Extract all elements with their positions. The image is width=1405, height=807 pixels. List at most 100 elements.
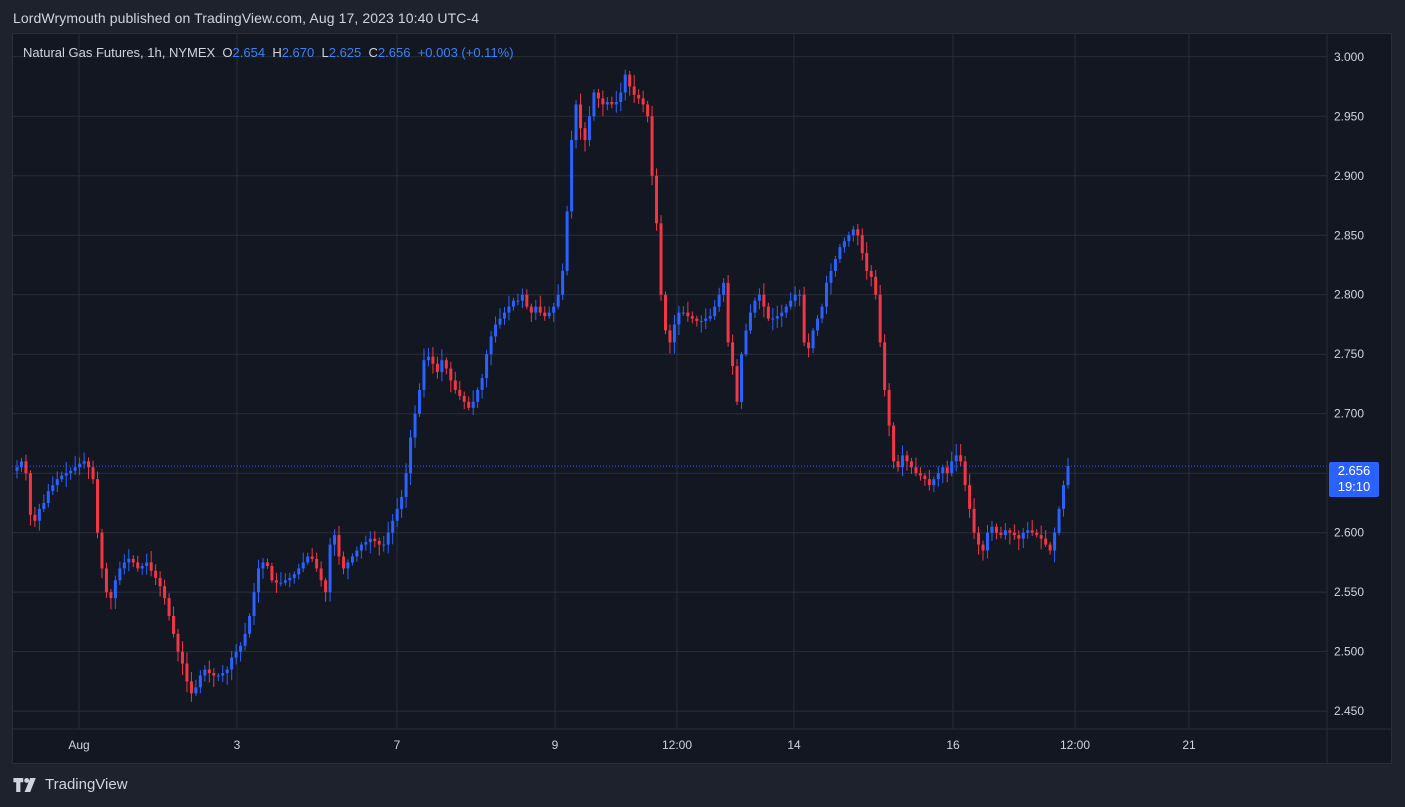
open-value: 2.654 bbox=[232, 45, 266, 60]
candle-body bbox=[623, 74, 627, 93]
candle-body bbox=[422, 360, 426, 390]
candle-body bbox=[51, 485, 55, 492]
candle-body bbox=[207, 669, 211, 674]
candle-body bbox=[1012, 532, 1016, 536]
candle-body bbox=[1030, 530, 1034, 533]
candle-body bbox=[592, 92, 596, 117]
candle-body bbox=[811, 330, 815, 349]
candle-body bbox=[1044, 538, 1048, 545]
candle-body bbox=[690, 316, 694, 319]
candle-body bbox=[695, 318, 699, 321]
candle-body bbox=[596, 92, 600, 99]
candle-body bbox=[587, 116, 591, 141]
candle-body bbox=[301, 562, 305, 569]
candle-body bbox=[471, 401, 475, 408]
candle-body bbox=[55, 479, 59, 486]
candle-body bbox=[212, 673, 216, 676]
candle-body bbox=[601, 98, 605, 105]
candle-body bbox=[28, 473, 32, 515]
ohlc-legend: Natural Gas Futures, 1h, NYMEX O2.654 H2… bbox=[23, 45, 514, 60]
candle-body bbox=[932, 479, 936, 486]
candlestick-chart[interactable]: 3.0002.9502.9002.8502.8002.7502.7002.650… bbox=[12, 33, 1392, 764]
candle-body bbox=[865, 253, 869, 271]
candle-body bbox=[382, 544, 386, 546]
candle-body bbox=[686, 312, 690, 317]
candle-series bbox=[15, 69, 1070, 702]
high-label: H bbox=[272, 45, 282, 60]
candle-body bbox=[502, 312, 506, 319]
time-tick-label: 21 bbox=[1182, 738, 1196, 752]
candle-body bbox=[444, 360, 448, 369]
candle-body bbox=[435, 363, 439, 373]
candle-body bbox=[91, 467, 95, 480]
candle-body bbox=[981, 544, 985, 551]
candle-body bbox=[100, 532, 104, 569]
candle-body bbox=[145, 562, 149, 567]
candle-body bbox=[909, 461, 913, 468]
candle-body bbox=[297, 568, 301, 575]
candle-body bbox=[221, 673, 225, 676]
candle-body bbox=[113, 580, 117, 599]
candle-body bbox=[189, 681, 193, 694]
candle-body bbox=[740, 354, 744, 402]
candle-body bbox=[373, 538, 377, 542]
close-label: C bbox=[368, 45, 378, 60]
candle-body bbox=[453, 380, 457, 390]
grid-lines bbox=[12, 33, 1327, 729]
candle-body bbox=[400, 497, 404, 509]
candle-body bbox=[856, 229, 860, 236]
candle-body bbox=[681, 312, 685, 314]
candle-body bbox=[941, 467, 945, 474]
time-tick-label: 16 bbox=[946, 738, 960, 752]
candle-body bbox=[243, 633, 247, 646]
candle-body bbox=[498, 318, 502, 325]
candle-body bbox=[511, 300, 515, 307]
candle-body bbox=[1026, 530, 1030, 533]
candle-body bbox=[333, 535, 337, 545]
candle-body bbox=[216, 675, 220, 677]
candle-body bbox=[807, 342, 811, 349]
candle-body bbox=[462, 395, 466, 402]
low-value: 2.625 bbox=[328, 45, 362, 60]
candle-body bbox=[1003, 530, 1007, 536]
candle-body bbox=[735, 366, 739, 402]
candle-body bbox=[538, 306, 542, 313]
candle-body bbox=[1008, 530, 1012, 533]
candle-body bbox=[520, 294, 524, 301]
candle-body bbox=[583, 128, 587, 141]
candle-body bbox=[337, 535, 341, 557]
candle-body bbox=[122, 562, 126, 569]
candle-body bbox=[306, 556, 310, 563]
candle-body bbox=[292, 574, 296, 578]
candle-body bbox=[561, 270, 565, 295]
candle-body bbox=[234, 651, 238, 658]
candle-body bbox=[914, 467, 918, 474]
candle-body bbox=[699, 320, 703, 322]
symbol-label[interactable]: Natural Gas Futures, 1h, NYMEX bbox=[23, 45, 216, 60]
candle-body bbox=[225, 669, 229, 674]
price-tick-label: 2.800 bbox=[1334, 288, 1364, 302]
candle-body bbox=[534, 306, 538, 313]
candle-body bbox=[672, 324, 676, 343]
candle-body bbox=[704, 318, 708, 321]
price-tick-label: 2.700 bbox=[1334, 407, 1364, 421]
candle-body bbox=[847, 235, 851, 242]
chart-pane[interactable] bbox=[12, 33, 1392, 764]
candle-body bbox=[641, 98, 645, 105]
candle-body bbox=[315, 558, 319, 569]
price-tick-label: 2.950 bbox=[1334, 109, 1364, 123]
publisher-header: LordWrymouth published on TradingView.co… bbox=[13, 10, 480, 26]
brand-name: TradingView bbox=[45, 776, 128, 793]
candle-body bbox=[346, 562, 350, 569]
candle-body bbox=[185, 663, 189, 682]
candle-body bbox=[851, 229, 855, 236]
candle-body bbox=[789, 300, 793, 307]
footer-brand[interactable]: TradingView bbox=[13, 776, 128, 793]
candle-body bbox=[892, 425, 896, 462]
candle-body bbox=[440, 360, 444, 373]
candle-body bbox=[784, 306, 788, 313]
candle-body bbox=[543, 312, 547, 317]
candle-body bbox=[78, 463, 82, 468]
candle-body bbox=[923, 475, 927, 480]
candle-body bbox=[355, 550, 359, 557]
